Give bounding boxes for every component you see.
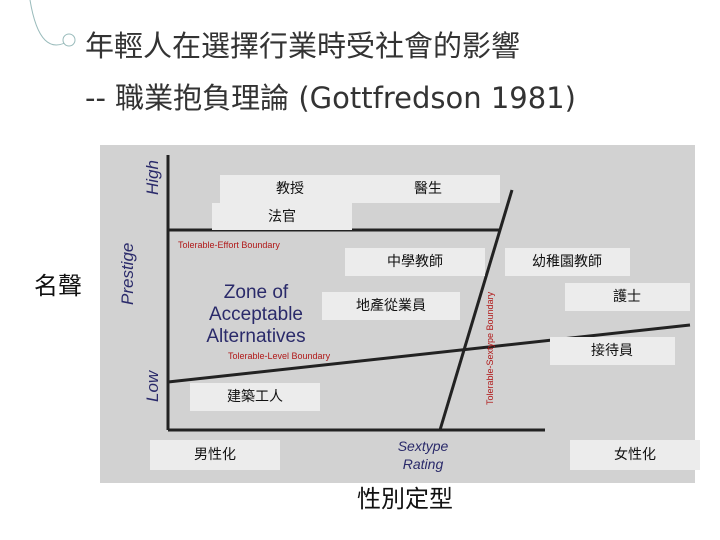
occupation-box [355,175,500,203]
occupation-label: 教授 [276,181,304,197]
side-label: 名聲 [34,272,82,300]
occupation-box [505,248,630,276]
y-label: Prestige [118,243,137,305]
occupation-box [345,248,485,276]
decoration [62,33,76,47]
title-line: -- 職業抱負理論 (Gottfredson 1981) [85,81,576,115]
y-high: High [143,160,162,195]
x-label: Sextype [398,438,449,454]
occupation-box [550,337,675,365]
boundary-label: Tolerable-Sextype Boundary [485,291,495,405]
occupation-box [322,292,460,320]
boundary-label: Tolerable-Effort Boundary [178,240,280,250]
sextype-box [570,440,700,470]
occupation-box [212,203,352,230]
occupation-label: 法官 [268,209,296,225]
zone-label: Acceptable [209,304,303,325]
occupation-box [220,175,355,203]
zone-label: Alternatives [206,326,305,347]
zone-label: Zone of [224,282,289,303]
boundary-label: Tolerable-Level Boundary [228,351,331,361]
level-boundary [167,323,691,384]
occupation-box [190,383,320,411]
occupation-boxes: 教授 醫生 法官 中學教師 幼稚園教師 地產從業員 護士 接待員 建築工人 男性… [150,175,700,470]
x-label: Rating [403,456,444,472]
occupation-label: 護士 [613,289,641,305]
sextype-end-label: 女性化 [614,446,656,463]
occupation-label: 幼稚園教師 [532,254,602,270]
occupation-label: 醫生 [414,181,442,197]
sextype-box [150,440,280,470]
title-line: 年輕人在選擇行業時受社會的影響 [85,29,520,63]
occupation-box [565,283,690,311]
occupation-label: 建築工人 [227,389,283,405]
side-label: 性別定型 [357,485,453,513]
sextype-end-label: 男性化 [194,447,236,463]
sextype-boundary [438,189,514,431]
occupation-label: 中學教師 [387,254,443,270]
occupation-label: 地產從業員 [356,297,426,314]
occupation-label: 接待員 [591,342,633,359]
y-low: Low [143,369,162,402]
